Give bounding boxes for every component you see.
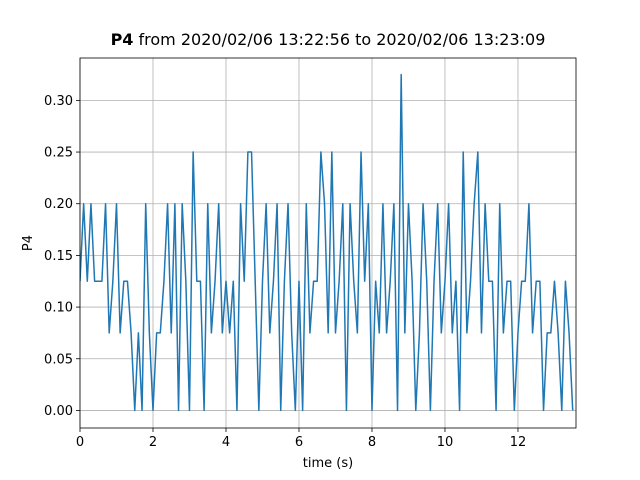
title-bold: P4: [111, 30, 134, 49]
x-tick-label: 6: [295, 435, 303, 450]
chart-title: P4 from 2020/02/06 13:22:56 to 2020/02/0…: [111, 30, 546, 49]
y-tick-label: 0.05: [44, 352, 73, 367]
x-tick-label: 0: [76, 435, 84, 450]
x-tick-label: 2: [149, 435, 157, 450]
x-tick-label: 4: [222, 435, 230, 450]
x-tick-label: 8: [368, 435, 376, 450]
y-tick-label: 0.30: [44, 94, 73, 109]
title-rest: from 2020/02/06 13:22:56 to 2020/02/06 1…: [139, 30, 546, 49]
x-axis-label: time (s): [303, 456, 353, 471]
plot-frame: [79, 57, 577, 429]
y-tick-label: 0.00: [44, 404, 73, 419]
x-tick-label: 10: [437, 435, 454, 450]
y-tick-label: 0.20: [44, 197, 73, 212]
data-line: [80, 73, 574, 412]
x-tick-label: 12: [510, 435, 527, 450]
y-tick-label: 0.10: [44, 301, 73, 316]
y-tick-label: 0.25: [44, 146, 73, 161]
y-axis-label: P4: [21, 235, 36, 251]
y-tick-label: 0.15: [44, 249, 73, 264]
